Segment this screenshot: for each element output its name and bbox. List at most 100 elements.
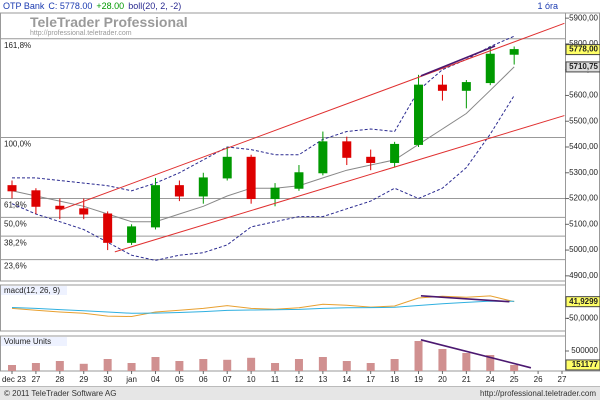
candle-body: [270, 187, 280, 200]
y-tick-label: 500000: [571, 346, 598, 355]
x-tick-label: 29: [79, 375, 88, 384]
y-tick-label: 5000,00: [569, 245, 598, 254]
panel-title: macd(12, 26, 9): [4, 286, 60, 295]
panel-frame: [0, 284, 566, 332]
x-tick-label: 30: [103, 375, 112, 384]
last-value-label: 151177: [572, 360, 599, 369]
volume-bar: [55, 361, 64, 371]
indicator: boll(20, 2, -2): [128, 1, 182, 11]
close-price: C: 5778.00: [48, 1, 93, 11]
volume-bar: [79, 363, 88, 371]
x-tick-label: 17: [366, 375, 375, 384]
candle-body: [127, 226, 137, 243]
x-tick-label: 11: [271, 375, 280, 384]
watermark: TeleTrader Professional http://professio…: [30, 14, 188, 37]
x-tick-label: 04: [151, 375, 160, 384]
trend-line: [420, 45, 496, 77]
y-tick-label: 5500,00: [569, 116, 598, 125]
watermark-url: http://professional.teletrader.com: [30, 30, 132, 37]
footer-url: http://professional.teletrader.com: [479, 389, 596, 398]
candle-body: [150, 185, 160, 228]
x-tick-label: 26: [534, 375, 543, 384]
candle-body: [390, 143, 400, 163]
volume-bar: [366, 363, 375, 371]
x-tick-label: 24: [486, 375, 495, 384]
panel-title-bg: [1, 286, 67, 295]
x-tick-label: 28: [55, 375, 64, 384]
x-tick-label: 12: [295, 375, 304, 384]
price-marker-label: 41,9299: [569, 297, 598, 306]
instrument: OTP Bank: [3, 1, 45, 11]
y-tick-label: 5400,00: [569, 142, 598, 151]
panel-title: Volume Units: [4, 337, 51, 346]
candle-body: [414, 84, 424, 145]
volume-bar: [438, 349, 447, 371]
y-tick-label: 5900,00: [569, 13, 598, 22]
volume-bar: [510, 364, 519, 371]
volume-bar: [318, 357, 327, 371]
candle-body: [174, 185, 184, 197]
volume-bar: [31, 363, 40, 371]
volume-bar: [271, 363, 280, 371]
header: OTP Bank C: 5778.00 +28.00 boll(20, 2, -2): [3, 1, 185, 11]
candle-body: [485, 53, 495, 84]
volume-bar: [175, 361, 184, 371]
last-value-marker: [565, 359, 600, 371]
y-tick-label: -50,0000: [566, 313, 598, 322]
candle-body: [461, 82, 471, 91]
fib-label: 161,8%: [4, 41, 31, 50]
x-tick-label: 27: [558, 375, 567, 384]
x-tick-label: 13: [318, 375, 327, 384]
candle-body: [246, 156, 256, 200]
fib-label: 50,0%: [4, 219, 27, 228]
macd-line: [11, 300, 515, 314]
volume-bar: [342, 361, 351, 371]
price-marker: [565, 44, 600, 56]
fib-label: 38,2%: [4, 238, 27, 247]
x-tick-label: 19: [414, 375, 423, 384]
candle-body: [198, 177, 208, 197]
candle-body: [79, 208, 89, 215]
x-tick-label: 10: [247, 375, 256, 384]
x-tick-label: 05: [175, 375, 184, 384]
bollinger-middle: [11, 66, 515, 223]
candle-body: [222, 156, 232, 179]
y-tick-label: 4900,00: [569, 271, 598, 280]
volume-bar: [8, 365, 16, 371]
watermark-title: TeleTrader Professional: [30, 14, 188, 30]
x-tick-label: dec 23: [2, 375, 27, 384]
volume-bar: [151, 357, 160, 371]
price-marker: [565, 61, 600, 73]
trend-line: [420, 339, 532, 369]
volume-bar: [390, 359, 399, 371]
y-tick-label: 5200,00: [569, 194, 598, 203]
price-marker-label: 5710,75: [569, 62, 598, 71]
candle-body: [318, 141, 328, 174]
copyright: © 2011 TeleTrader Software AG: [4, 389, 117, 398]
y-tick-label: 5600,00: [569, 91, 598, 100]
candle-body: [7, 185, 17, 192]
candle-body: [437, 84, 447, 91]
volume-bar: [486, 355, 495, 371]
trend-line: [114, 115, 565, 253]
x-tick-label: 27: [31, 375, 40, 384]
y-tick-label: 5800,00: [569, 39, 598, 48]
candle-body: [55, 205, 65, 210]
candle-body: [103, 213, 113, 243]
x-tick-label: 25: [510, 375, 519, 384]
volume-bar: [127, 363, 136, 371]
x-tick-label: 06: [199, 375, 208, 384]
volume-bar: [223, 359, 232, 371]
candle-body: [294, 172, 304, 189]
fib-label: 61,8%: [4, 201, 27, 210]
fib-label: 100,0%: [4, 140, 31, 149]
volume-bar: [294, 359, 303, 371]
candle-body: [31, 190, 41, 207]
change: +28.00: [96, 1, 125, 11]
x-tick-label: 18: [390, 375, 399, 384]
trend-line: [420, 294, 510, 303]
candle-body: [366, 156, 376, 163]
x-tick-label: 14: [342, 375, 351, 384]
bollinger-upper: [12, 35, 515, 192]
price-marker-label: 5778,00: [569, 45, 598, 54]
